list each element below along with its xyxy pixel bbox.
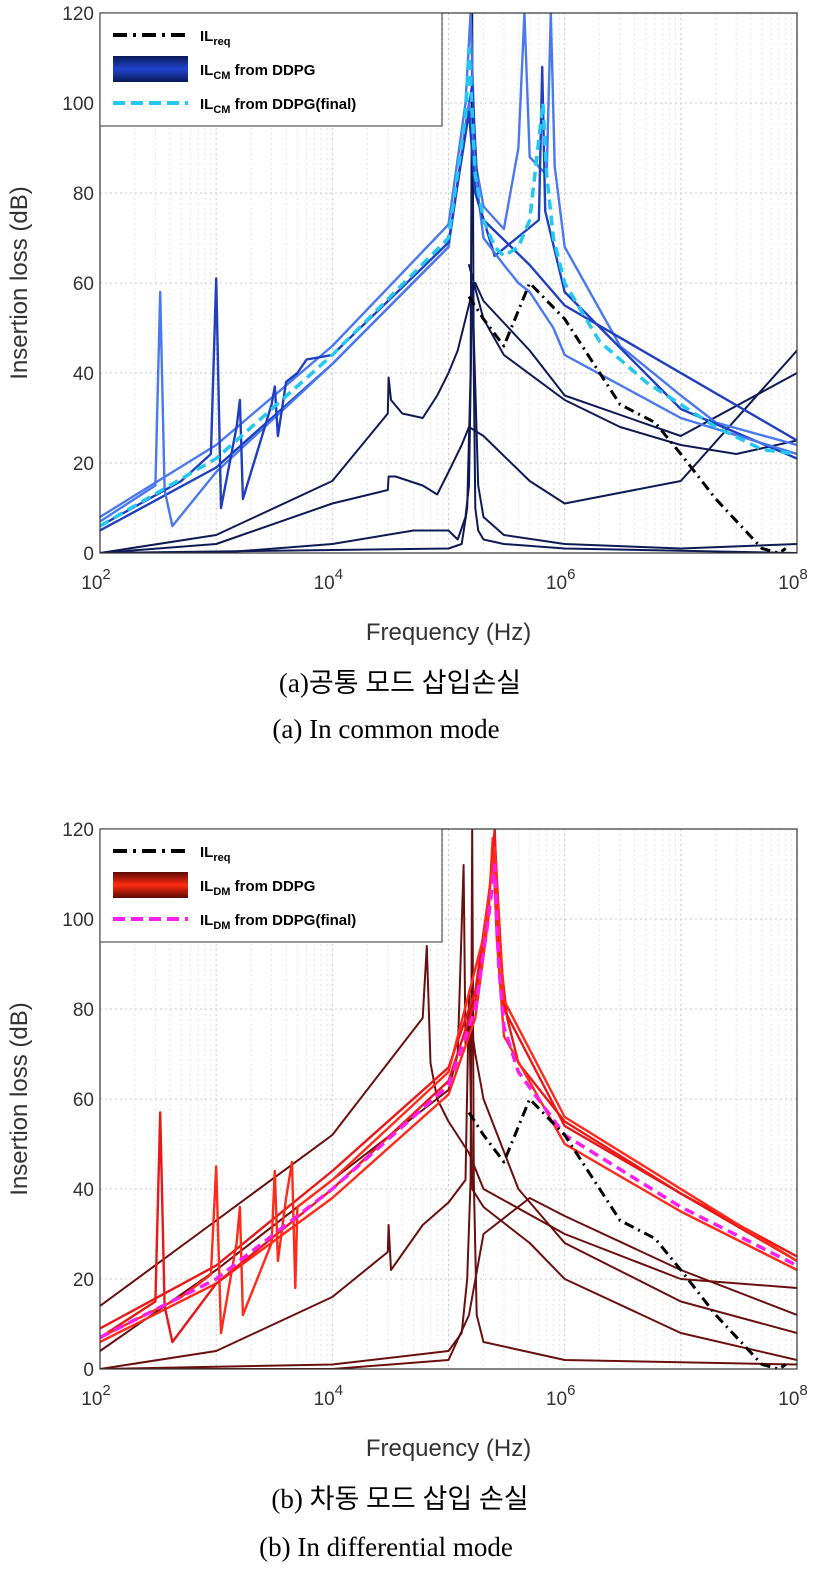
x-tick-exp: 6 [567,566,575,583]
series-line-final [100,47,797,528]
series-line-req [467,281,787,553]
legend-label: ILDM from DDPG [200,878,315,898]
plot-area [100,13,797,553]
legend-swatch-band [113,872,188,898]
legend-label-main: IL [200,28,213,45]
y-tick-label: 20 [73,454,94,475]
x-tick-label: 106 [546,1382,575,1410]
series-line-other [100,282,797,553]
y-tick-label: 40 [73,1180,94,1201]
y-tick-label: 120 [62,820,94,841]
x-tick-exp: 2 [102,1382,110,1399]
series-line-other [100,990,797,1369]
series-line-other [100,13,797,553]
legend-label-main: IL [200,96,213,113]
y-tick-label: 40 [73,364,94,385]
legend-label-main: IL [200,878,213,895]
x-tick-exp: 6 [567,1382,575,1399]
legend-label: ILCM from DDPG [200,62,315,82]
y-tick-label: 100 [62,94,94,115]
legend-label-sub: DM [213,920,230,932]
caption-a-korean: (a)공통 모드 삽입손실 [279,668,521,698]
x-tick-label: 108 [778,1382,807,1410]
legend-label: ILCM from DDPG(final) [200,96,356,116]
plot-border [99,828,798,1370]
series-line-other [100,1197,797,1369]
x-tick-base: 10 [778,1389,799,1410]
x-tick-exp: 2 [102,566,110,583]
y-axis-label: Insertion loss (dB) [6,1002,33,1195]
plot-border [99,12,798,554]
x-tick-label: 106 [546,566,575,594]
x-tick-labels: 102 104 106 108 [81,566,807,594]
series-line-req [467,1097,787,1369]
x-tick-exp: 8 [799,1382,807,1399]
legend-swatch-band [113,56,188,82]
legend-label-sub: DM [213,886,230,898]
x-tick-base: 10 [546,1389,567,1410]
y-tick-label: 80 [73,184,94,205]
legend-label-main: IL [200,912,213,929]
x-tick-label: 104 [314,566,343,594]
series-line-other [100,282,797,553]
x-axis-label: Frequency (Hz) [366,1435,531,1462]
legend-label-rest: from DDPG [230,878,315,895]
legend-label: ILreq [200,844,230,864]
x-tick-base: 10 [778,573,799,594]
legend-label: ILreq [200,28,230,48]
y-tick-label: 80 [73,1000,94,1021]
y-tick-label: 60 [73,1090,94,1111]
x-tick-label: 102 [81,566,110,594]
x-tick-exp: 4 [335,1382,343,1399]
y-tick-label: 20 [73,1270,94,1291]
series-line-other [100,349,797,553]
x-axis-label: Frequency (Hz) [366,619,531,646]
x-tick-base: 10 [546,573,567,594]
x-tick-base: 10 [81,573,102,594]
caption-a-english: (a) In common mode [272,714,499,744]
caption-b-korean: (b) 차동 모드 삽입 손실 [271,1484,528,1514]
x-tick-exp: 4 [335,566,343,583]
legend-label-main: IL [200,62,213,79]
y-tick-labels: 0 20 40 60 80 100 120 [62,820,94,1381]
y-tick-label: 0 [83,544,94,565]
legend-label-main: IL [200,844,213,861]
legend-label-rest: from DDPG [230,62,315,79]
x-tick-label: 102 [81,1382,110,1410]
x-tick-labels: 102 104 106 108 [81,1382,807,1410]
y-tick-label: 120 [62,4,94,25]
plot-area [100,829,797,1369]
x-tick-label: 104 [314,1382,343,1410]
y-tick-label: 100 [62,910,94,931]
x-tick-label: 108 [778,566,807,594]
legend-label-sub: req [213,36,230,48]
caption-b-english: (b) In differential mode [259,1532,513,1562]
series-line-other [468,264,797,455]
legend-label-sub: req [213,852,230,864]
y-axis-label: Insertion loss (dB) [6,186,33,379]
x-tick-base: 10 [314,1389,335,1410]
y-tick-labels: 0 20 40 60 80 100 120 [62,4,94,565]
x-tick-base: 10 [81,1389,102,1410]
legend-label-sub: CM [213,104,230,116]
legend-label: ILDM from DDPG(final) [200,912,356,932]
series-line-ddpg [100,13,797,519]
y-tick-label: 0 [83,1360,94,1381]
legend-label-rest: from DDPG(final) [230,96,356,113]
y-tick-label: 60 [73,274,94,295]
legend-label-sub: CM [213,70,230,82]
x-tick-exp: 8 [799,566,807,583]
legend-label-rest: from DDPG(final) [230,912,356,929]
series-line-ddpg [100,829,797,1330]
x-tick-base: 10 [314,573,335,594]
